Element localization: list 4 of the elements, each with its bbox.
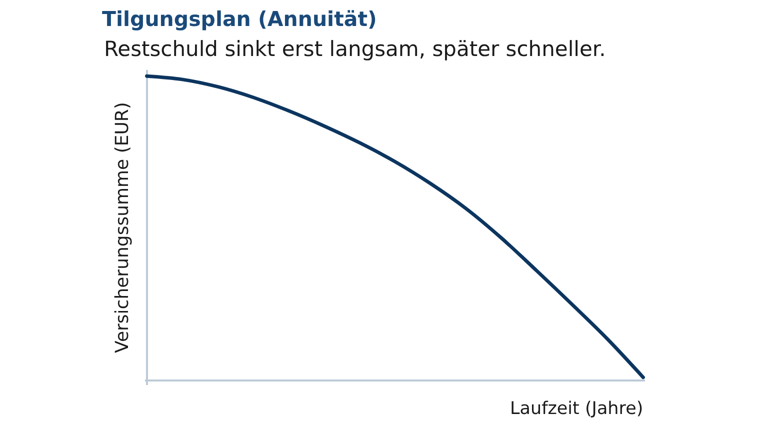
chart-subtitle: Restschuld sinkt erst langsam, später schneller. [104,37,606,61]
chart-title: Tilgungsplan (Annuität) [102,7,377,32]
x-axis-title: Laufzeit (Jahre) [510,399,644,419]
y-axis-title: Versicherungssumme (EUR) [112,102,134,353]
